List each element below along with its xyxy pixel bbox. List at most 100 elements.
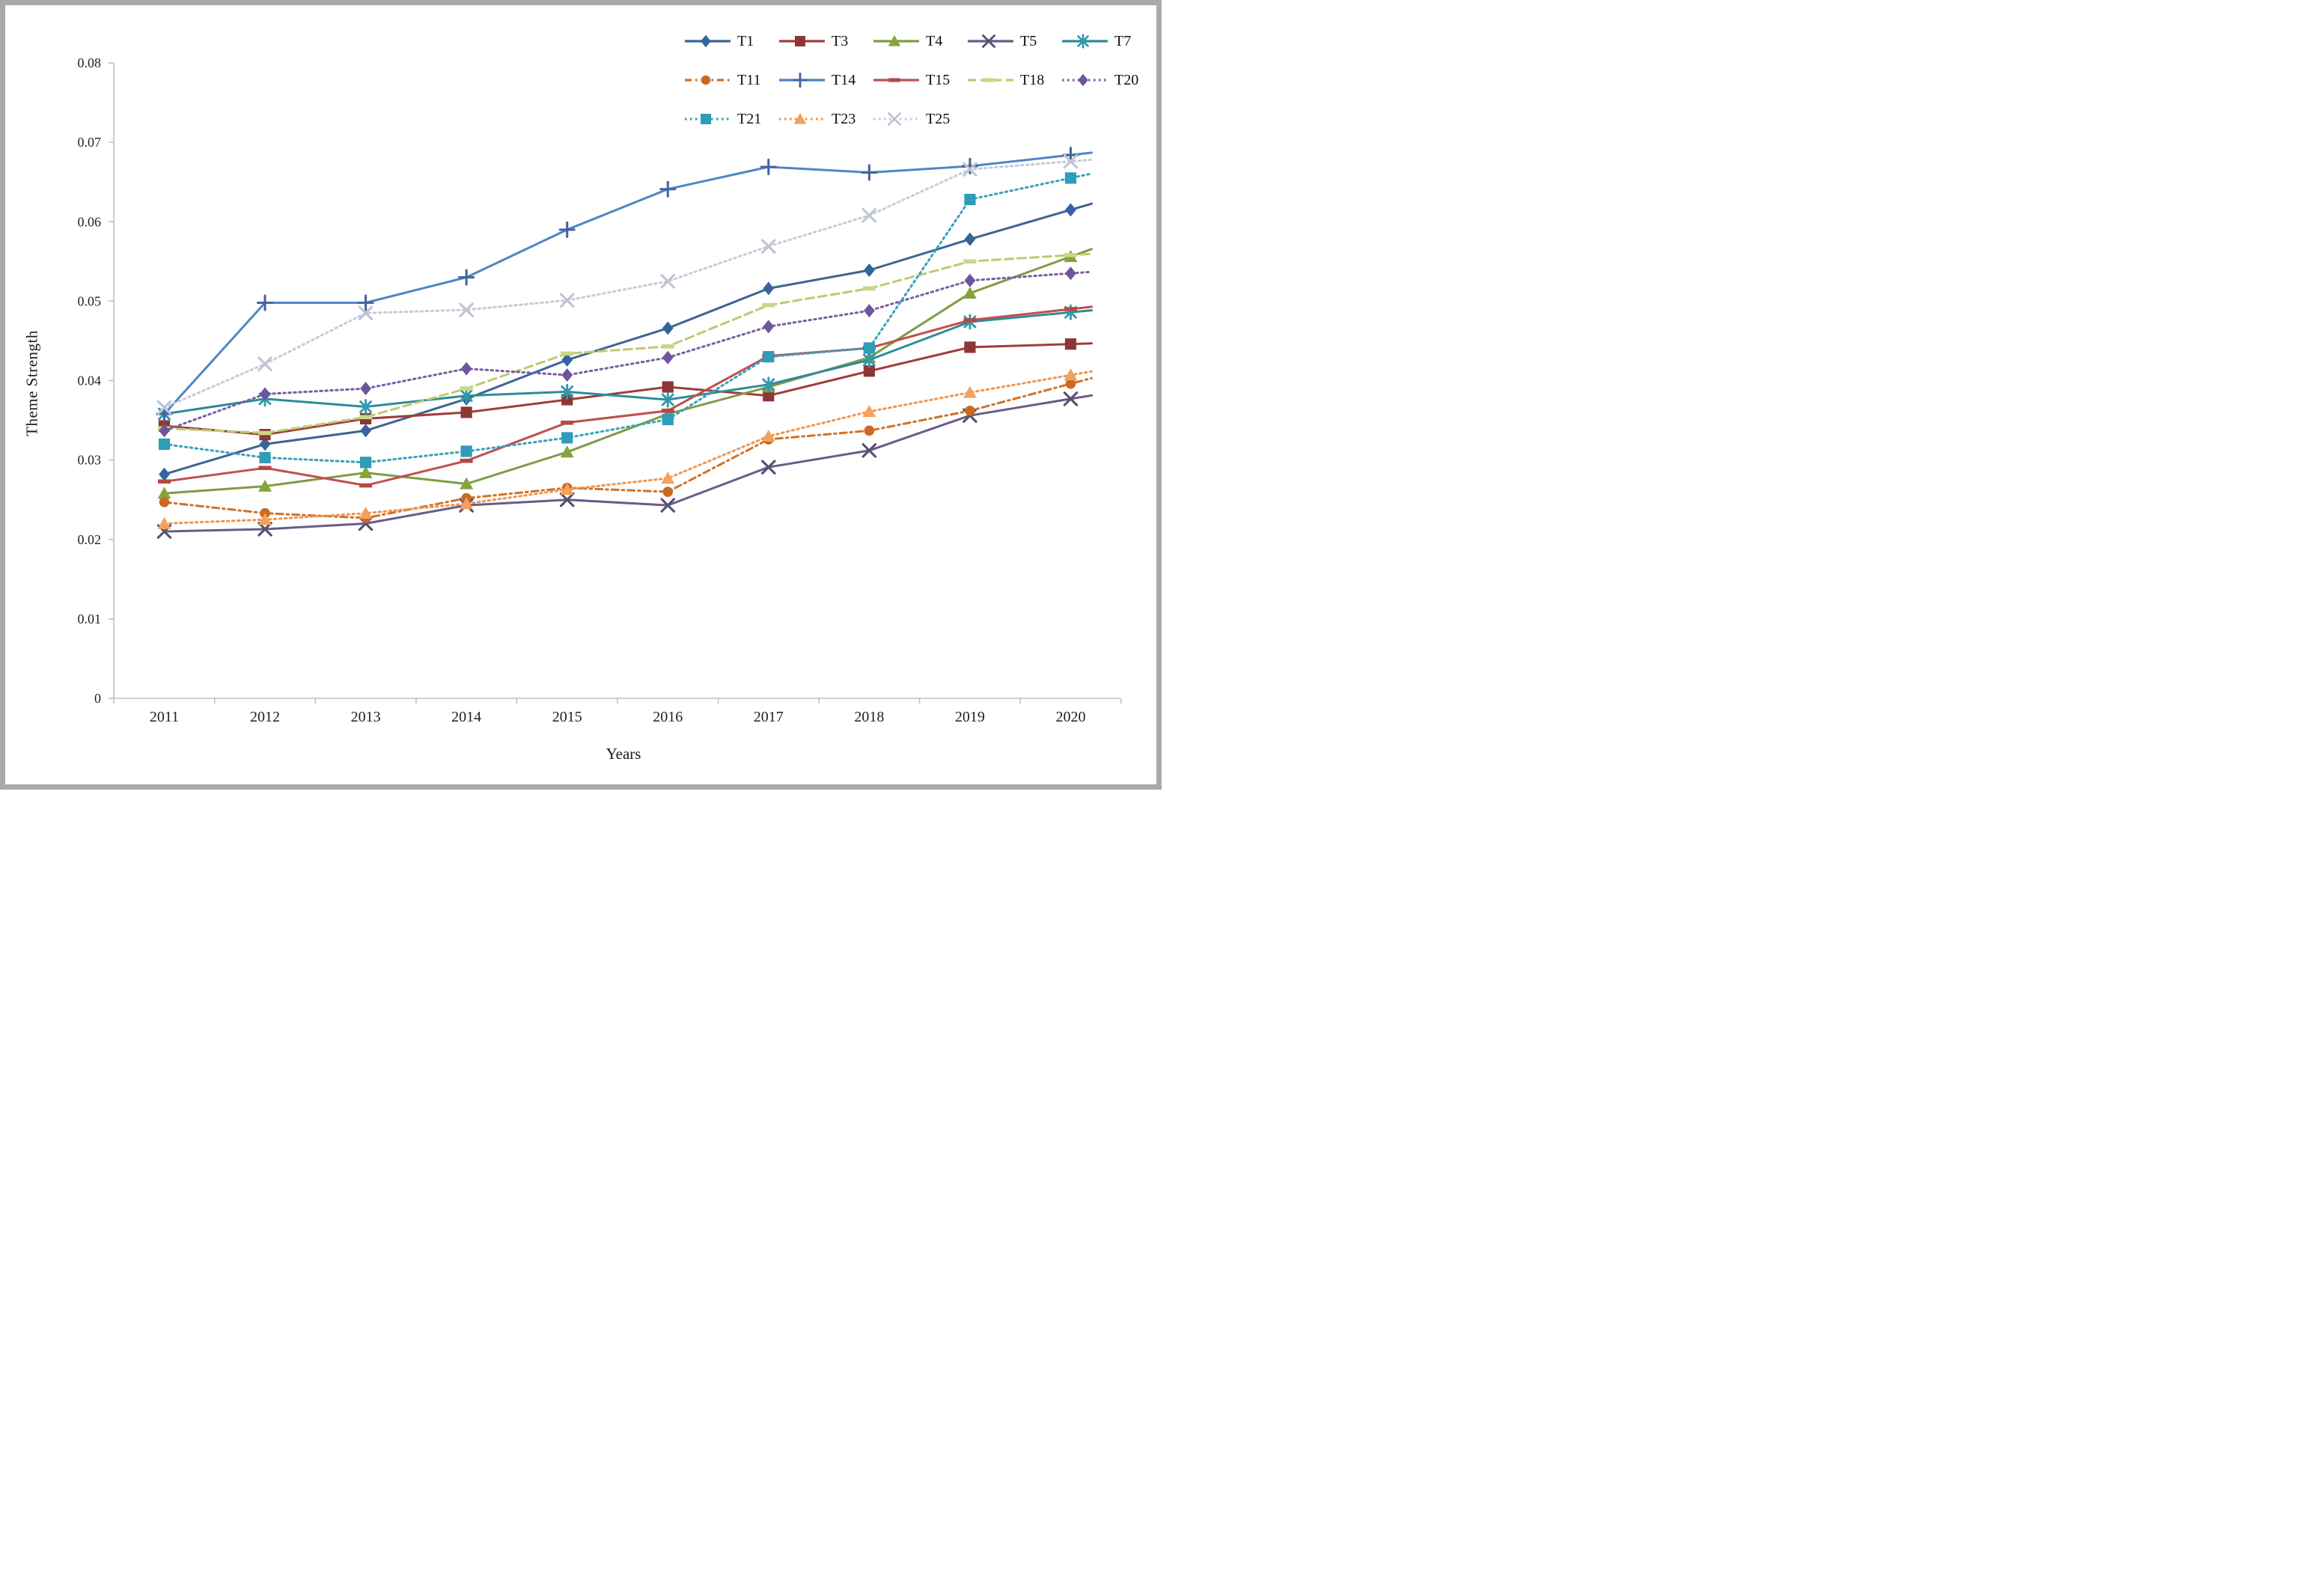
marker-x [1063, 153, 1079, 169]
legend-item-t11: T11 [684, 61, 778, 100]
marker-x [761, 239, 776, 254]
marker-triangle [761, 429, 775, 442]
series-line-t11 [163, 376, 1093, 519]
marker-asterisk [1077, 34, 1089, 49]
marker-circle [965, 406, 975, 416]
marker-plus [256, 294, 274, 311]
marker-asterisk [359, 399, 373, 415]
marker-diamond [662, 321, 674, 335]
marker-triangle [157, 486, 171, 499]
marker-diamond [159, 424, 170, 438]
x-axis-title: Years [606, 745, 641, 763]
marker-dash [963, 259, 977, 264]
series-t18 [158, 252, 1093, 436]
marker-diamond [561, 353, 573, 367]
legend-item-t21: T21 [684, 100, 778, 138]
marker-plus [760, 158, 777, 176]
marker-square [360, 457, 372, 469]
marker-dash [158, 479, 171, 484]
series-line-t25 [163, 158, 1093, 409]
marker-square [662, 381, 674, 393]
marker-square [561, 394, 573, 406]
marker-diamond [863, 304, 875, 318]
marker-dash [258, 466, 272, 471]
x-tick-label-2020: 2020 [1055, 709, 1085, 725]
chart-legend: T1 T3 T4 T5 T7 T11 T14 T15 T18 T20 T21 T23 T25 [684, 22, 1156, 138]
legend-sample-t18 [968, 78, 1013, 82]
marker-x [963, 162, 978, 177]
legend-item-t23: T23 [778, 100, 873, 138]
marker-x [156, 400, 172, 415]
marker-x [660, 274, 676, 289]
legend-sample-t21 [685, 114, 731, 124]
marker-triangle [460, 497, 474, 510]
series-t7 [158, 304, 1093, 422]
marker-x [861, 443, 877, 458]
marker-dash [762, 302, 775, 308]
marker-asterisk [762, 376, 775, 393]
marker-square [763, 390, 775, 402]
legend-label-t4: T4 [926, 33, 943, 49]
marker-dash [1064, 307, 1077, 311]
marker-square [662, 413, 674, 426]
legend-item-t25: T25 [873, 100, 967, 138]
x-tick-label-2016: 2016 [653, 709, 683, 725]
series-line-t1 [163, 202, 1093, 476]
series-t1 [159, 202, 1093, 481]
legend-item-t4: T4 [873, 22, 967, 61]
marker-asterisk [661, 391, 674, 408]
marker-x [761, 460, 776, 475]
marker-dash [983, 78, 995, 82]
legend-sample-t11 [685, 75, 731, 85]
legend-item-t18: T18 [967, 61, 1061, 100]
marker-dash [561, 420, 574, 425]
legend-sample-t23 [779, 112, 825, 124]
marker-triangle [258, 479, 272, 492]
marker-dash [359, 483, 373, 488]
series-t23 [157, 368, 1093, 529]
marker-circle [662, 486, 674, 497]
marker-asterisk [862, 352, 876, 368]
series-t15 [158, 305, 1093, 488]
marker-plus [792, 72, 808, 88]
marker-square [863, 342, 875, 354]
marker-square [1064, 172, 1077, 184]
series-t14 [156, 147, 1093, 423]
marker-square [863, 365, 875, 377]
marker-square [460, 445, 472, 457]
marker-diamond [863, 263, 875, 277]
legend-label-t18: T18 [1020, 72, 1045, 88]
legend-label-t5: T5 [1020, 33, 1037, 49]
y-tick-label-0: 0 [94, 691, 101, 706]
marker-square [763, 351, 775, 363]
marker-asterisk [460, 388, 473, 404]
y-tick-label-0.02: 0.02 [78, 532, 102, 547]
series-line-t23 [163, 370, 1093, 525]
series-t21 [158, 172, 1093, 469]
marker-dash [258, 430, 272, 436]
marker-diamond [360, 382, 371, 396]
marker-plus [861, 164, 878, 181]
y-tick-label-0.01: 0.01 [78, 611, 102, 626]
marker-triangle [963, 286, 977, 299]
marker-x [861, 208, 877, 223]
marker-triangle [888, 34, 901, 46]
marker-diamond [259, 437, 271, 451]
marker-diamond [964, 273, 976, 287]
marker-circle [864, 425, 875, 436]
marker-x [982, 34, 995, 48]
marker-triangle [793, 112, 807, 124]
legend-item-t7: T7 [1061, 22, 1156, 61]
marker-square [1064, 338, 1077, 350]
marker-triangle [963, 385, 977, 398]
legend-item-t3: T3 [778, 22, 873, 61]
x-tick-label-2012: 2012 [250, 709, 280, 725]
marker-square [964, 341, 976, 353]
marker-diamond [259, 387, 271, 401]
marker-x [660, 498, 676, 513]
legend-label-t1: T1 [737, 33, 754, 49]
marker-x [459, 302, 474, 317]
marker-diamond [763, 281, 775, 296]
legend-sample-t15 [873, 78, 919, 82]
y-tick-label-0.07: 0.07 [78, 135, 102, 150]
